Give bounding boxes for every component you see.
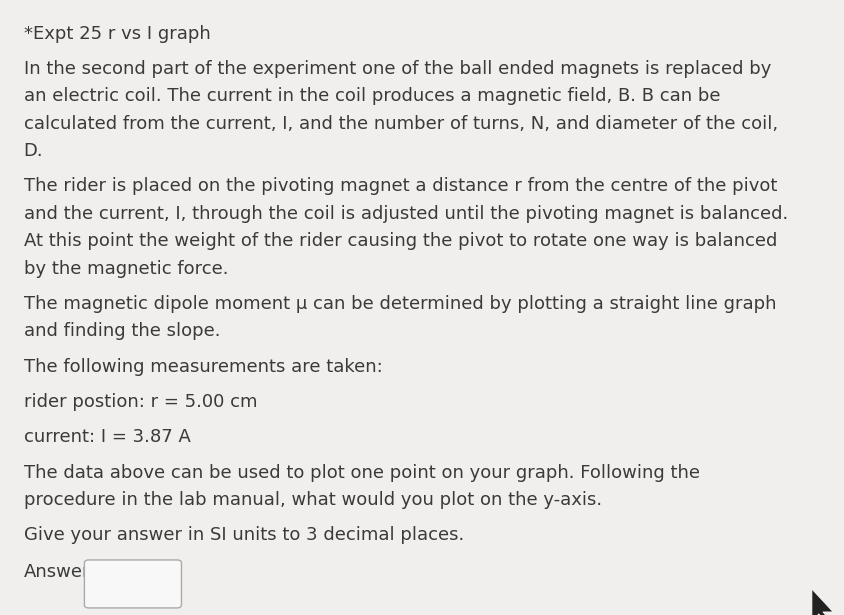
Text: In the second part of the experiment one of the ball ended magnets is replaced b: In the second part of the experiment one… xyxy=(24,60,771,78)
FancyBboxPatch shape xyxy=(84,560,181,608)
Text: and the current, I, through the coil is adjusted until the pivoting magnet is ba: and the current, I, through the coil is … xyxy=(24,205,788,223)
Text: The data above can be used to plot one point on your graph. Following the: The data above can be used to plot one p… xyxy=(24,464,700,482)
Text: calculated from the current, I, and the number of turns, N, and diameter of the : calculated from the current, I, and the … xyxy=(24,114,778,133)
Text: current: I = 3.87 A: current: I = 3.87 A xyxy=(24,428,191,446)
Text: and finding the slope.: and finding the slope. xyxy=(24,322,220,340)
Text: an electric coil. The current in the coil produces a magnetic field, B. B can be: an electric coil. The current in the coi… xyxy=(24,87,720,105)
Polygon shape xyxy=(812,589,833,615)
Text: The following measurements are taken:: The following measurements are taken: xyxy=(24,357,382,376)
Text: Give your answer in SI units to 3 decimal places.: Give your answer in SI units to 3 decima… xyxy=(24,526,464,544)
Text: Answer:: Answer: xyxy=(24,563,96,581)
Text: by the magnetic force.: by the magnetic force. xyxy=(24,260,228,277)
Text: The magnetic dipole moment μ can be determined by plotting a straight line graph: The magnetic dipole moment μ can be dete… xyxy=(24,295,776,313)
Text: procedure in the lab manual, what would you plot on the y-axis.: procedure in the lab manual, what would … xyxy=(24,491,602,509)
Text: The rider is placed on the pivoting magnet a distance r from the centre of the p: The rider is placed on the pivoting magn… xyxy=(24,177,777,196)
Text: rider postion: r = 5.00 cm: rider postion: r = 5.00 cm xyxy=(24,393,257,411)
Text: D.: D. xyxy=(24,142,43,160)
Text: *Expt 25 r vs I graph: *Expt 25 r vs I graph xyxy=(24,25,210,42)
Text: At this point the weight of the rider causing the pivot to rotate one way is bal: At this point the weight of the rider ca… xyxy=(24,232,777,250)
